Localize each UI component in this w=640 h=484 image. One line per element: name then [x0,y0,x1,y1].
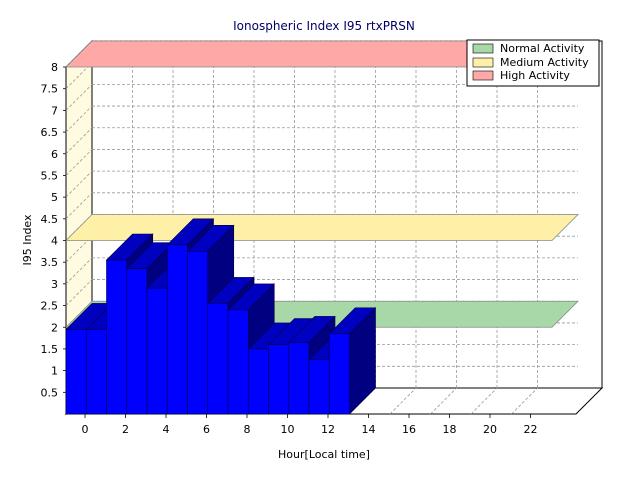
x-tick-label: 20 [483,423,497,436]
legend-swatch-high [472,70,494,81]
y-tick-label: 6.5 [41,126,59,139]
legend-label-high: High Activity [500,69,570,82]
grid-line-floor [511,387,538,415]
y-tick-label: 3.5 [41,256,59,269]
grid-line-side [65,84,93,111]
y-tick-label: 3 [51,278,58,291]
x-tick-label: 2 [122,423,129,436]
x-tick-label: 4 [163,423,170,436]
bar [227,309,249,415]
legend-label-medium: Medium Activity [500,56,589,69]
y-tick-label: 7.5 [41,83,59,96]
bar [166,244,188,415]
grid-line-side [65,105,93,133]
legend-label-normal: Normal Activity [500,42,585,55]
y-tick-label: 2 [51,321,58,334]
x-tick-label: 22 [524,423,538,436]
y-tick-label: 4 [51,235,58,248]
x-tick-label: 18 [443,423,457,436]
grid-line-floor [470,387,498,415]
bar [207,303,229,415]
bar [126,268,148,415]
grid-line-side [65,127,93,155]
y-axis-label: I95 Index [21,214,34,266]
grid-line-side [65,149,93,176]
chart-title: Ionospheric Index I95 rtxPRSN [233,19,415,33]
bar [85,329,107,415]
bar-series [65,218,377,415]
y-tick-label: 1.5 [41,343,59,356]
y-tick-label: 8 [51,61,58,74]
x-tick-label: 6 [203,423,210,436]
x-axis-label: Hour[Local time] [278,448,370,461]
bar [288,342,310,415]
bar [328,333,350,415]
y-tick-label: 7 [51,104,58,117]
legend-swatch-medium [472,57,494,68]
bar [106,259,128,415]
grid-line-floor [430,387,457,415]
y-axis-ticks: 0.5 1 1.5 2 2.5 3 3.5 4 4.5 5 5.5 6 6.5 7 7.5 8 [41,61,66,399]
x-axis-ticks: 0 2 4 6 8 10 12 14 16 18 20 22 [82,414,538,436]
bar [268,344,290,415]
grid-line-side [65,192,93,220]
legend-swatch-normal [472,43,494,54]
y-tick-label: 1 [51,365,58,378]
bar [65,329,87,415]
grid-line-side [65,170,93,198]
grid-line-side [65,257,93,285]
y-tick-label: 4.5 [41,213,59,226]
grid-line-side [65,279,93,306]
y-tick-label: 0.5 [41,386,59,399]
x-tick-label: 10 [281,423,295,436]
y-tick-label: 6 [51,148,58,161]
y-tick-label: 5.5 [41,169,59,182]
x-tick-label: 8 [244,423,251,436]
bar [146,287,168,415]
x-tick-label: 0 [82,423,89,436]
legend: Normal Activity Medium Activity High Act… [466,39,600,87]
bar [187,251,209,415]
x-tick-label: 12 [321,423,335,436]
grid-line-floor [389,387,417,415]
x-tick-label: 14 [362,423,376,436]
y-tick-label: 5 [51,191,58,204]
bar [247,348,269,415]
bar [308,359,330,415]
x-tick-label: 16 [402,423,416,436]
y-tick-label: 2.5 [41,300,59,313]
